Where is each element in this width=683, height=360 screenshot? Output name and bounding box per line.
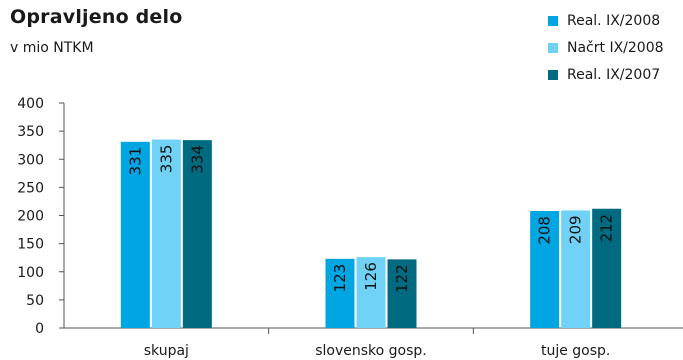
- legend-label: Načrt IX/2008: [567, 39, 664, 56]
- data-label: 123: [331, 264, 349, 293]
- data-label: 334: [188, 145, 206, 174]
- y-tick-label: 100: [17, 265, 44, 281]
- legend: Real. IX/2008 Načrt IX/2008 Real. IX/200…: [548, 7, 664, 88]
- y-tick-label: 150: [17, 237, 44, 253]
- y-tick-label: 250: [17, 180, 44, 196]
- y-tick-label: 350: [17, 124, 44, 140]
- bar: [151, 139, 181, 328]
- legend-label: Real. IX/2008: [567, 12, 661, 29]
- x-category-label: slovensko gosp.: [315, 343, 427, 359]
- legend-label: Real. IX/2007: [567, 66, 661, 83]
- bar: [387, 259, 417, 328]
- y-tick-label: 200: [17, 209, 44, 225]
- y-tick-label: 0: [35, 321, 44, 337]
- y-tick-label: 300: [17, 152, 44, 168]
- data-label: 208: [536, 216, 554, 245]
- data-label: 331: [126, 147, 144, 176]
- chart-subtitle: v mio NTKM: [10, 40, 94, 56]
- data-label: 209: [567, 215, 585, 244]
- x-category-label: skupaj: [144, 343, 189, 359]
- legend-item-real-2008: Real. IX/2008: [548, 7, 664, 34]
- bar: [120, 141, 150, 328]
- data-label: 126: [362, 262, 380, 291]
- data-label: 335: [157, 145, 175, 174]
- data-label: 122: [393, 264, 411, 293]
- y-tick-label: 50: [26, 293, 44, 309]
- y-tick-label: 400: [17, 96, 44, 112]
- chart-title: Opravljeno delo: [10, 6, 183, 28]
- bar: [182, 140, 212, 328]
- legend-item-real-2007: Real. IX/2007: [548, 61, 664, 88]
- bar: [530, 211, 560, 328]
- bar: [356, 257, 386, 328]
- x-category-label: tuje gosp.: [541, 343, 610, 359]
- data-label: 212: [598, 214, 616, 243]
- legend-item-nacrt-2008: Načrt IX/2008: [548, 34, 664, 61]
- bar: [592, 208, 622, 328]
- legend-swatch: [548, 69, 558, 80]
- legend-swatch: [548, 42, 558, 53]
- bar: [325, 258, 355, 328]
- bar: [561, 210, 591, 328]
- legend-swatch: [548, 15, 558, 26]
